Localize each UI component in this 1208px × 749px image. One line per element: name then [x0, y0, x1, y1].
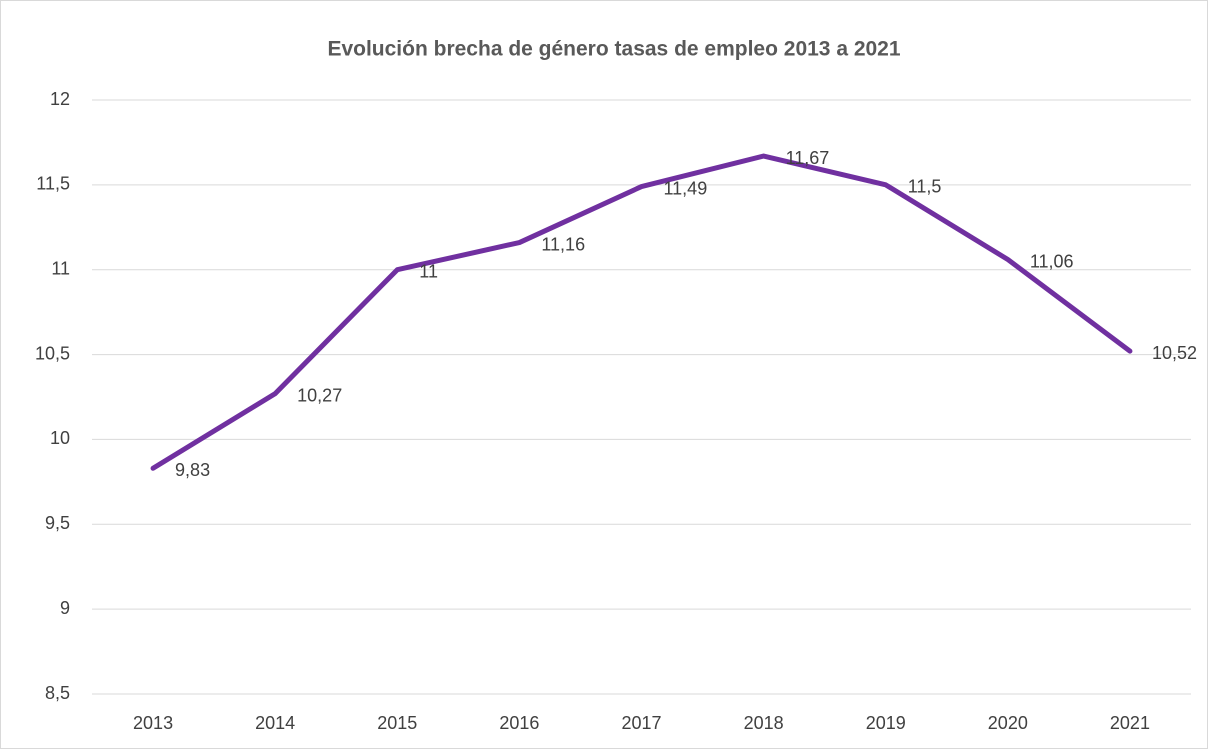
y-tick-label: 11,5: [36, 174, 70, 194]
y-tick-label: 10: [50, 428, 70, 448]
data-label: 11,5: [908, 177, 942, 197]
data-line: [150, 153, 1133, 471]
chart-title: Evolución brecha de género tasas de empl…: [327, 38, 900, 61]
y-tick-label: 8,5: [45, 683, 70, 703]
y-tick-label: 10,5: [35, 343, 70, 363]
x-tick-label: 2016: [499, 713, 539, 733]
data-label: 11: [419, 261, 438, 281]
x-tick-label: 2020: [988, 713, 1028, 733]
x-tick-label: 2017: [621, 713, 661, 733]
data-label: 10,52: [1152, 343, 1197, 363]
data-label: 10,27: [297, 385, 342, 405]
x-tick-label: 2018: [744, 713, 784, 733]
x-tick-label: 2021: [1110, 713, 1150, 733]
x-tick-label: 2019: [866, 713, 906, 733]
data-label: 11,06: [1030, 251, 1074, 271]
x-tick-label: 2014: [255, 713, 295, 733]
y-tick-label: 9: [60, 598, 70, 618]
data-label: 11,49: [664, 178, 708, 198]
data-label: 11,16: [541, 234, 585, 254]
x-tick-label: 2013: [133, 713, 173, 733]
x-tick-label: 2015: [377, 713, 417, 733]
data-label: 9,83: [175, 460, 210, 480]
y-tick-label: 12: [50, 89, 70, 109]
y-tick-label: 9,5: [45, 513, 70, 533]
y-tick-label: 11: [51, 258, 70, 278]
data-label: 11,67: [786, 148, 830, 168]
